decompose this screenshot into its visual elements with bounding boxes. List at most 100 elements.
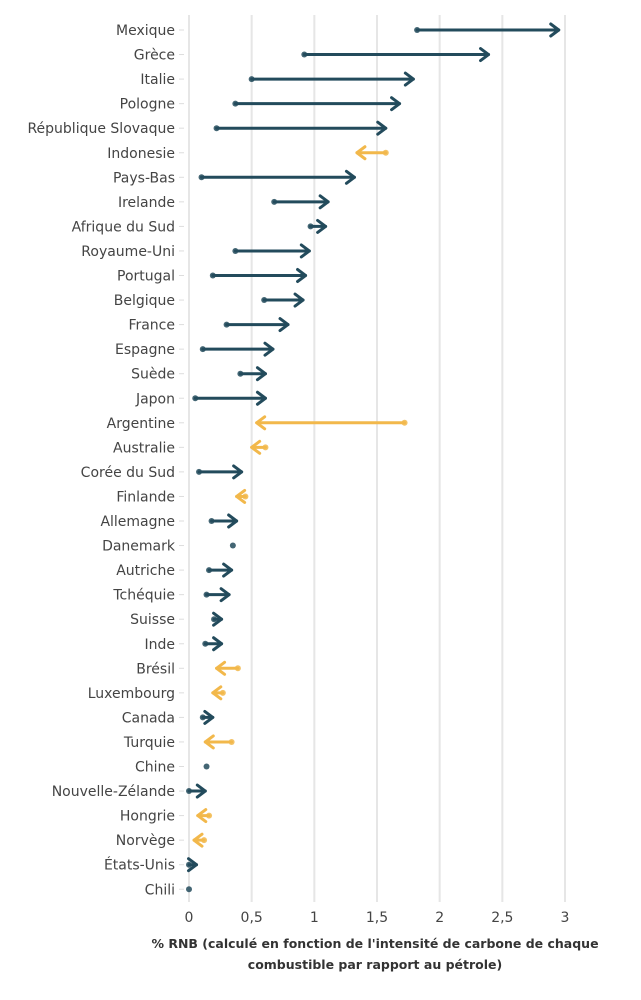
arrow-Indonesie [355,145,389,161]
arrow-Grèce [301,47,491,63]
x-tick-label: 3 [561,910,570,926]
category-label: Espagne [115,342,175,358]
category-label: Belgique [114,293,175,309]
category-label: Chili [145,882,175,898]
arrow-Canada [199,709,215,725]
category-label: Italie [140,72,175,88]
arrow-Portugal [209,268,308,283]
category-label: Luxembourg [88,686,175,702]
arrow-head [255,366,267,382]
arrow-Autriche [206,562,234,578]
category-label: République Slovaque [27,121,175,137]
x-tick-label: 1 [310,910,319,926]
arrow-head [479,47,491,63]
start-dot [186,886,192,893]
arrow-Brésil [215,660,241,676]
arrow-Pays-Bas [198,169,356,185]
arrow-head [296,268,308,283]
category-label: Corée du Sud [81,465,175,481]
arrow-head [215,660,227,676]
category-label: Pays-Bas [113,170,175,186]
arrow-head [212,611,224,627]
arrow-head [195,783,207,799]
arrow-head [222,562,234,578]
arrow-Royaume-Uni [232,243,311,259]
arrow-Belgique [261,292,305,308]
arrow-head [211,685,223,701]
arrow-head [203,709,215,725]
category-label: Inde [144,637,175,653]
category-labels: Mexique Grèce Italie Pologne République Slov… [27,23,184,898]
arrow-Tchéquie [203,587,231,603]
category-label: Nouvelle-Zélande [52,784,175,800]
arrow-Argentine [255,415,408,431]
arrow-head [403,71,415,87]
category-label: Afrique du Sud [72,219,175,235]
category-label: États-Unis [104,857,175,874]
arrow-head [278,317,290,333]
x-tick-label: 0 [185,910,194,926]
category-label: Argentine [107,416,175,432]
x-axis-ticks: 0 0,5 1 1,5 2 2,5 3 [185,910,570,926]
arrow-head [219,587,231,603]
x-tick-label: 2 [435,910,444,926]
arrow-head [255,415,267,431]
arrow-head [299,243,311,259]
x-tick-label: 1,5 [366,910,388,926]
arrow-head [196,808,208,824]
arrow-head [250,439,262,455]
arrow-head [355,145,367,161]
category-label: Finlande [116,489,175,505]
arrow-Irelande [271,194,330,210]
arrow-Danemark [229,542,236,549]
arrow-Espagne [199,341,275,357]
arrow-head [293,292,305,308]
arrow-Finlande [235,488,249,504]
arrow-head [390,96,402,112]
arrow-head [203,734,215,750]
arrow-Pologne [232,96,402,112]
arrow-Suède [237,366,267,382]
arrow-Norvège [192,832,208,848]
arrow-head [263,341,275,357]
arrow-République Slovaque [213,120,388,136]
arrow-head [192,832,204,848]
category-label: Royaume-Uni [81,244,175,260]
arrow-Nouvelle-Zélande [186,783,207,799]
category-label: France [128,318,175,334]
x-tick-label: 0,5 [241,910,263,926]
x-axis-label-line-1: % RNB (calculé en fonction de l'intensit… [151,936,598,951]
gridlines [188,15,566,902]
arrow-Suisse [211,611,224,627]
arrow-Chili [186,886,192,893]
category-label: Suisse [130,612,175,628]
category-label: Mexique [116,23,175,39]
arrow-head [212,636,224,652]
category-label: Irelande [118,195,175,211]
arrow-Allemagne [208,513,239,529]
arrow-Afrique du Sud [307,218,328,234]
arrow-Japon [192,390,267,406]
category-label: Suède [131,367,175,383]
category-label: Japon [135,391,175,407]
category-label: Chine [135,760,175,776]
category-label: Autriche [116,563,175,579]
category-label: Allemagne [100,514,175,530]
arrow-head [316,218,328,234]
arrow-Luxembourg [211,685,226,701]
arrow-head [187,857,199,873]
arrow-Italie [248,71,415,87]
category-label: Pologne [120,97,175,113]
arrow-Australie [250,439,269,455]
category-label: Grèce [134,48,175,64]
start-dot [229,542,236,549]
arrow-Mexique [414,22,561,38]
category-label: Tchéquie [112,588,175,604]
category-label: Norvège [116,833,175,849]
arrow-head [232,464,244,480]
arrow-head [376,120,388,136]
category-label: Danemark [102,539,176,555]
category-label: Australie [113,440,175,456]
arrow-France [223,317,290,333]
